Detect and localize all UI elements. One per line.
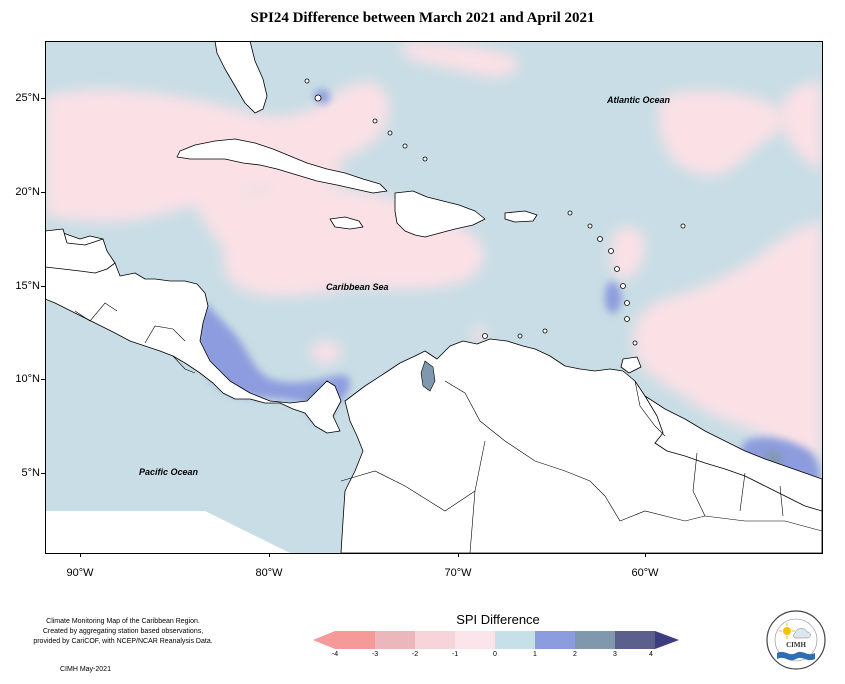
credit-line-1: Climate Monitoring Map of the Caribbean … (46, 618, 200, 625)
hispaniola-island (394, 190, 486, 238)
lat-label-5: 5°N (21, 467, 40, 479)
lon-label-60: 60°W (631, 567, 659, 579)
lat-label-25: 25°N (15, 92, 40, 104)
credit-text: Climate Monitoring Map of the Caribbean … (8, 617, 238, 647)
lake-maracaibo (420, 360, 436, 392)
puerto-rico-island (504, 210, 538, 223)
legend-tick-label: -3 (371, 651, 379, 658)
lat-label-10: 10°N (15, 373, 40, 385)
atlantic-ocean-label: Atlantic Ocean (607, 95, 671, 105)
caribbean-sea-label: Caribbean Sea (326, 282, 389, 292)
central-america-land (45, 230, 342, 434)
lat-label-20: 20°N (15, 186, 40, 198)
south-america-land (45, 511, 290, 553)
lat-tick-5 (41, 473, 45, 474)
credit-line-3: provided by CariCOF, with NCEP/NCAR Rean… (33, 638, 213, 645)
legend-tick-label: -2 (411, 651, 419, 658)
legend-swatch-arrow-left (313, 631, 335, 649)
legend-tick-label: -4 (331, 651, 339, 658)
legend-title: SPI Difference (456, 612, 540, 627)
legend-swatch-7 (575, 631, 615, 649)
legend-swatch-1 (335, 631, 375, 649)
legend-tick-label: 3 (613, 651, 617, 658)
legend-tick-label: 1 (533, 651, 537, 658)
lat-tick-20 (41, 192, 45, 193)
logo-text: CIMH (786, 641, 806, 649)
cuba-island (176, 138, 388, 194)
mexico-land (45, 228, 116, 274)
lon-label-80: 80°W (255, 567, 283, 579)
credit-date: CIMH May-2021 (60, 666, 111, 673)
legend-tick-label: 0 (493, 651, 497, 658)
credit-line-2: Created by aggregating station based obs… (42, 628, 204, 635)
country-borders (74, 302, 822, 553)
map-svg (45, 41, 822, 553)
legend-swatch-5 (495, 631, 535, 649)
legend-swatch-2 (375, 631, 415, 649)
legend-swatch-4 (455, 631, 495, 649)
lon-tick-80 (269, 553, 270, 557)
legend-swatch-3 (415, 631, 455, 649)
legend-swatch-6 (535, 631, 575, 649)
jamaica-island (329, 216, 364, 230)
lat-tick-15 (41, 286, 45, 287)
lat-label-15: 15°N (15, 280, 40, 292)
map-area[interactable] (45, 41, 822, 553)
trinidad-island (620, 356, 642, 374)
guiana-coast (644, 395, 822, 512)
florida-peninsula (214, 41, 268, 114)
lon-tick-60 (645, 553, 646, 557)
lon-tick-70 (458, 553, 459, 557)
map-title: SPI24 Difference between March 2021 and … (250, 10, 595, 26)
legend-tick-label: 2 (573, 651, 577, 658)
lon-label-90: 90°W (66, 567, 94, 579)
lon-label-70: 70°W (444, 567, 472, 579)
lat-tick-10 (41, 379, 45, 380)
legend-swatch-arrow-right (655, 631, 679, 649)
legend-tick-label: 4 (649, 651, 653, 658)
legend-swatch-8 (615, 631, 655, 649)
lat-tick-25 (41, 98, 45, 99)
legend-colorbar (313, 631, 679, 649)
pacific-ocean-label: Pacific Ocean (139, 467, 199, 477)
legend-tick-label: -1 (451, 651, 459, 658)
cimh-logo-icon: CIMH (766, 610, 826, 670)
lon-tick-90 (80, 553, 81, 557)
land-masses (45, 41, 822, 553)
